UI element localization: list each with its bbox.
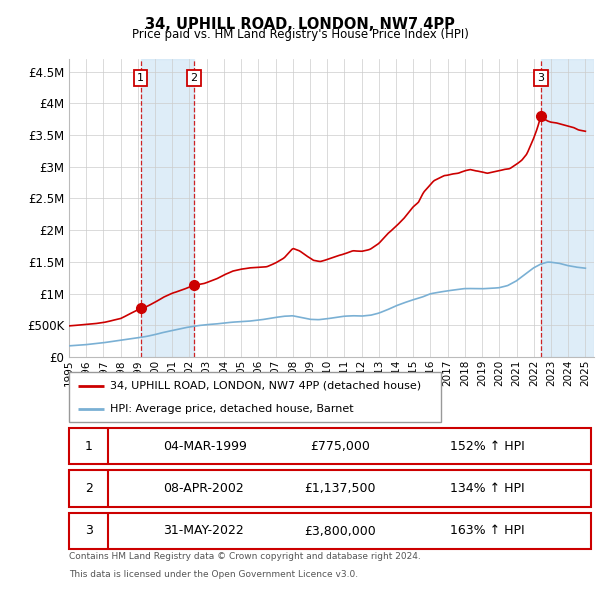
Text: 31-MAY-2022: 31-MAY-2022 [163,525,244,537]
Text: 134% ↑ HPI: 134% ↑ HPI [450,482,524,495]
Text: Contains HM Land Registry data © Crown copyright and database right 2024.: Contains HM Land Registry data © Crown c… [69,552,421,561]
Text: 3: 3 [85,525,92,537]
Text: 1: 1 [137,73,144,83]
Text: 04-MAR-1999: 04-MAR-1999 [163,440,247,453]
Bar [541,59,594,357]
Text: 1: 1 [85,440,92,453]
Bar [141,59,194,357]
Text: £775,000: £775,000 [311,440,370,453]
Text: 34, UPHILL ROAD, LONDON, NW7 4PP: 34, UPHILL ROAD, LONDON, NW7 4PP [145,17,455,31]
Text: This data is licensed under the Open Government Licence v3.0.: This data is licensed under the Open Gov… [69,570,358,579]
Text: £3,800,000: £3,800,000 [305,525,376,537]
Text: Price paid vs. HM Land Registry's House Price Index (HPI): Price paid vs. HM Land Registry's House … [131,28,469,41]
Text: £1,137,500: £1,137,500 [305,482,376,495]
Text: HPI: Average price, detached house, Barnet: HPI: Average price, detached house, Barn… [110,404,353,414]
Text: 2: 2 [191,73,198,83]
Text: 3: 3 [538,73,544,83]
Text: 2: 2 [85,482,92,495]
Text: 163% ↑ HPI: 163% ↑ HPI [450,525,524,537]
Text: 08-APR-2002: 08-APR-2002 [163,482,244,495]
Text: 34, UPHILL ROAD, LONDON, NW7 4PP (detached house): 34, UPHILL ROAD, LONDON, NW7 4PP (detach… [110,381,421,391]
Text: 152% ↑ HPI: 152% ↑ HPI [450,440,525,453]
